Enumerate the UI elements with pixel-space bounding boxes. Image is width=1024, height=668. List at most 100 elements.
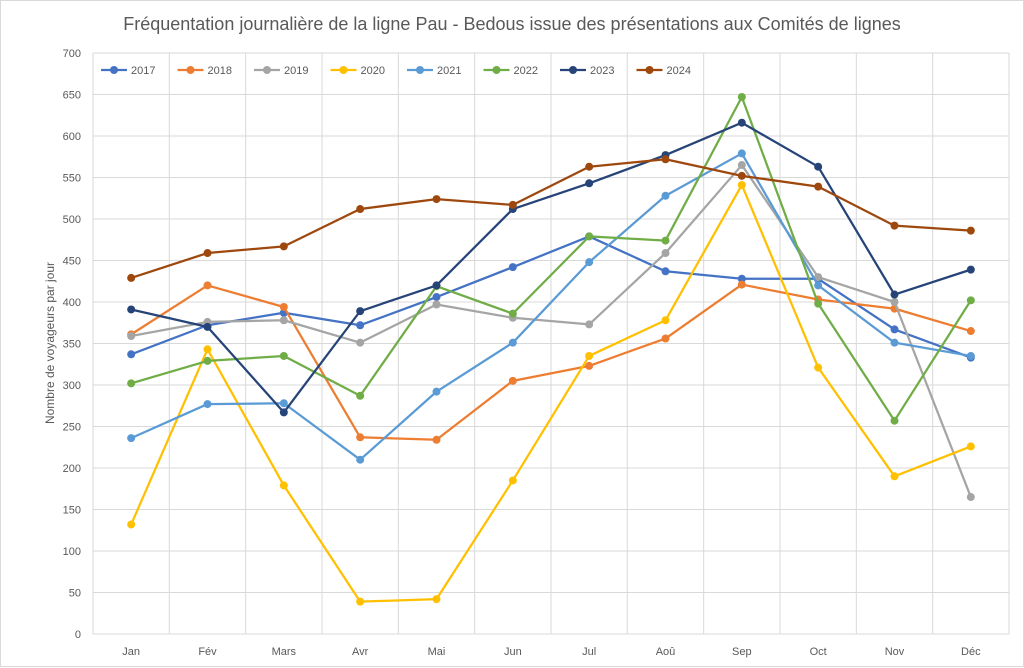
data-point <box>279 481 288 490</box>
data-point <box>432 595 441 604</box>
data-point <box>737 92 746 101</box>
series-2024 <box>127 155 975 282</box>
legend-item-2019: 2019 <box>254 65 308 77</box>
data-point <box>508 376 517 385</box>
y-tick-label: 250 <box>63 422 81 434</box>
x-tick-label: Sep <box>732 646 752 658</box>
data-point <box>737 180 746 189</box>
data-point <box>737 161 746 170</box>
data-point <box>890 338 899 347</box>
data-point <box>432 435 441 444</box>
data-point <box>508 309 517 318</box>
data-point <box>966 296 975 305</box>
series-line <box>130 95 972 422</box>
legend-item-2022: 2022 <box>483 65 538 77</box>
series-line <box>130 121 972 414</box>
data-point <box>890 290 899 299</box>
legend-swatch-marker <box>186 66 195 74</box>
chart-title: Fréquentation journalière de la ligne Pa… <box>123 14 900 34</box>
data-point <box>890 416 899 425</box>
legend: 2017 2018 2019 2020 2021 2022 2023 2024 <box>101 65 691 77</box>
data-point <box>890 221 899 230</box>
y-tick-label: 600 <box>63 131 81 143</box>
y-tick-label: 700 <box>63 48 81 60</box>
data-point <box>661 267 670 276</box>
legend-swatch-marker <box>263 66 271 74</box>
data-point <box>737 171 746 180</box>
data-point <box>279 351 288 360</box>
legend-label: 2020 <box>361 65 385 77</box>
data-point <box>814 363 823 372</box>
series-2023 <box>127 118 975 417</box>
data-point <box>432 281 441 290</box>
legend-swatch-marker <box>645 66 654 74</box>
legend-swatch-marker <box>339 66 348 74</box>
data-point <box>585 361 594 370</box>
y-tick-label: 300 <box>63 380 81 392</box>
data-point <box>661 249 670 258</box>
data-point <box>966 265 975 274</box>
data-point <box>432 195 441 204</box>
data-point <box>356 433 365 442</box>
data-point <box>585 320 594 329</box>
y-tick-label: 100 <box>63 546 81 558</box>
data-point <box>661 191 670 200</box>
data-point <box>966 442 975 451</box>
data-point <box>508 476 517 485</box>
data-point <box>966 327 975 336</box>
y-tick-label: 150 <box>63 505 81 517</box>
legend-swatch-marker <box>569 66 577 74</box>
data-point <box>127 305 136 314</box>
x-tick-label: Mai <box>428 646 446 658</box>
series-line <box>130 283 972 441</box>
data-point <box>814 281 823 290</box>
data-point <box>356 597 365 606</box>
series-2021 <box>127 149 975 464</box>
data-point <box>203 249 212 258</box>
data-point <box>203 281 212 290</box>
data-point <box>661 334 670 343</box>
legend-item-2020: 2020 <box>330 65 385 77</box>
series-line <box>130 183 972 603</box>
data-point <box>127 350 136 359</box>
y-tick-label: 650 <box>63 90 81 102</box>
data-point <box>814 299 823 308</box>
legend-label: 2017 <box>131 65 155 77</box>
y-tick-label: 200 <box>63 463 81 475</box>
data-point <box>356 338 365 347</box>
series-layer <box>127 92 975 606</box>
data-point <box>203 356 212 365</box>
x-tick-label: Jul <box>582 646 596 658</box>
gridlines <box>92 52 1010 635</box>
data-point <box>279 316 288 325</box>
data-point <box>356 455 365 464</box>
data-point <box>814 182 823 191</box>
x-axis-ticks: Jan Fév Mars Avr Mai Jun Jul Aoû Sep Oct Nov Déc <box>122 646 981 658</box>
y-tick-label: 0 <box>75 629 81 641</box>
x-tick-label: Avr <box>352 646 369 658</box>
legend-item-2023: 2023 <box>560 65 614 77</box>
data-point <box>661 236 670 245</box>
series-line <box>130 158 971 279</box>
legend-item-2021: 2021 <box>407 65 461 77</box>
data-point <box>585 179 594 188</box>
data-point <box>966 351 975 360</box>
data-point <box>890 325 899 334</box>
data-point <box>585 232 594 241</box>
data-point <box>508 263 517 272</box>
legend-label: 2019 <box>284 65 308 77</box>
x-tick-label: Mars <box>272 646 297 658</box>
data-point <box>814 273 823 282</box>
legend-item-2017: 2017 <box>101 65 155 77</box>
data-point <box>737 149 746 158</box>
y-axis-ticks: 0 50 100 150 200 250 300 350 400 450 500 550 600 650 7… <box>63 48 81 641</box>
legend-swatch-marker <box>416 66 424 74</box>
data-point <box>279 242 288 251</box>
data-point <box>508 338 517 347</box>
data-point <box>356 205 365 214</box>
data-point <box>890 298 899 306</box>
data-point <box>737 118 746 127</box>
data-point <box>356 391 365 400</box>
